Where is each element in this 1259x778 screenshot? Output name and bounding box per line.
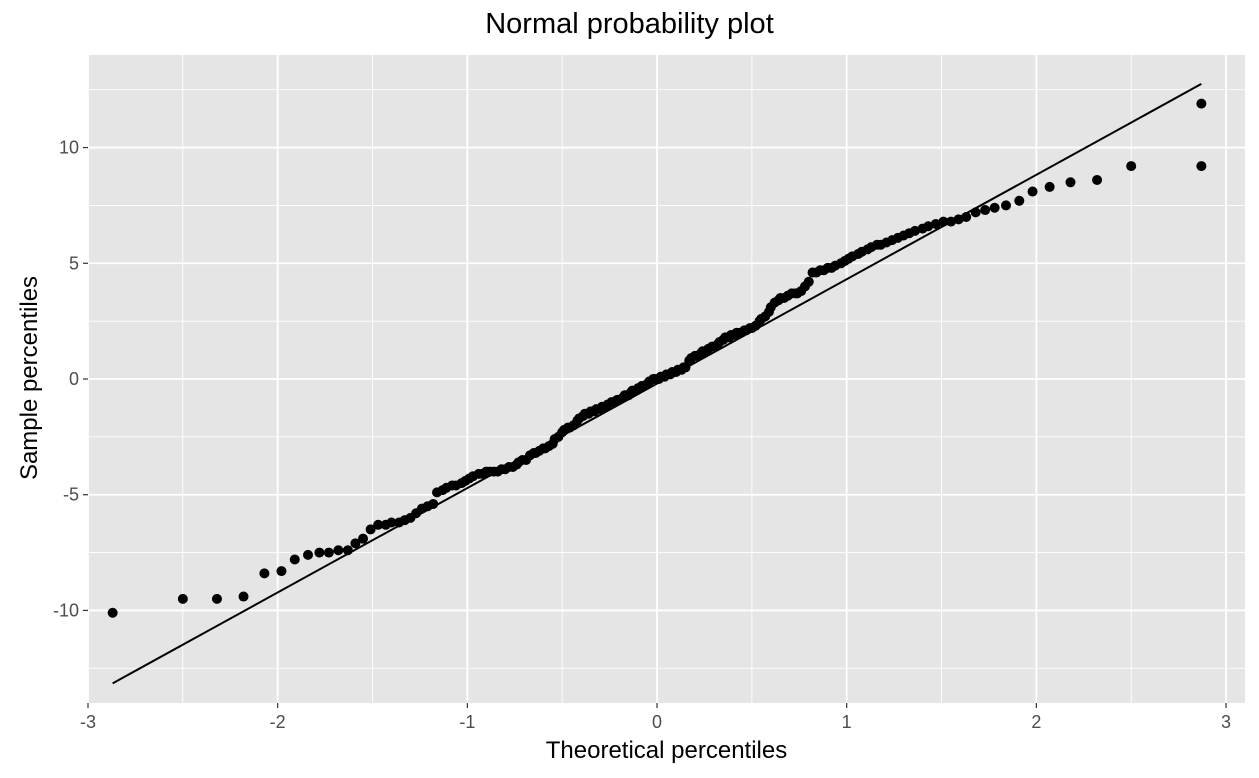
data-point [989,202,1000,213]
data-point [211,593,222,604]
data-point [803,276,814,287]
x-tick-label: -1 [459,712,475,732]
data-point [333,545,344,556]
data-point [1027,186,1038,197]
x-tick-label: 1 [842,712,852,732]
data-point [259,568,270,579]
data-point [1126,161,1137,172]
data-point [350,538,361,549]
data-point [303,549,314,560]
data-point [1196,161,1207,172]
x-tick-label: 0 [652,712,662,732]
reference-line [112,83,1202,685]
x-axis-title: Theoretical percentiles [545,737,788,764]
x-tick-label: 2 [1031,712,1041,732]
data-point [1001,200,1012,211]
data-point [358,533,369,544]
reference-line-group [112,83,1202,685]
data-point [107,607,118,618]
y-tick-label: -5 [63,485,79,505]
y-tick-label: 10 [59,138,79,158]
data-point [238,591,249,602]
x-tick-label: 3 [1221,712,1231,732]
data-point [1065,177,1076,188]
y-tick-label: -10 [53,600,79,620]
data-point [386,517,397,528]
y-tick-label: 0 [69,369,79,389]
data-point [323,547,334,558]
data-point [980,205,991,216]
data-point [923,221,934,232]
data-point [373,519,384,530]
data-point [1044,181,1055,192]
chart-title: Normal probability plot [485,8,774,40]
data-point [1196,98,1207,109]
x-tick-label: -2 [270,712,286,732]
y-tick-label: 5 [69,253,79,273]
y-axis-title: Sample percentiles [16,275,43,481]
data-point [930,218,941,229]
data-point [177,593,188,604]
data-point [314,547,325,558]
data-point [276,566,287,577]
data-point [365,524,376,535]
data-point [909,225,920,236]
x-tick-label: -3 [80,712,96,732]
data-point [1092,174,1103,185]
data-point [1014,195,1025,206]
data-point [289,554,300,565]
